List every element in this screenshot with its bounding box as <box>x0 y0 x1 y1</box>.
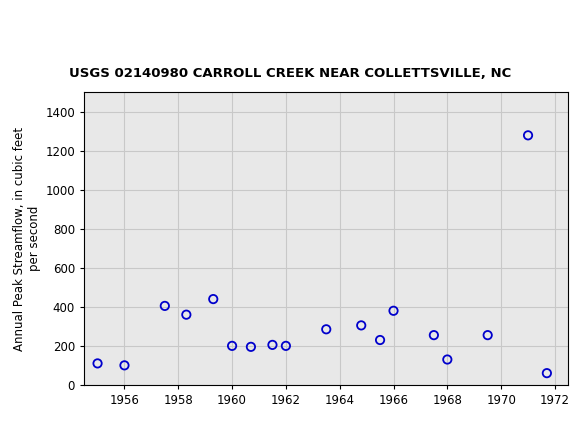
Point <box>160 302 169 309</box>
Point <box>246 344 256 350</box>
Text: ≈USGS: ≈USGS <box>9 10 74 28</box>
Point <box>321 326 331 333</box>
Point <box>182 311 191 318</box>
Point <box>268 341 277 348</box>
Point <box>227 342 237 349</box>
Point <box>209 296 218 303</box>
Point <box>389 307 398 314</box>
Point <box>93 360 102 367</box>
Point <box>443 356 452 363</box>
Point <box>375 337 385 344</box>
Point <box>429 332 438 338</box>
Point <box>357 322 366 329</box>
Point <box>523 132 532 139</box>
Point <box>281 342 291 349</box>
Point <box>483 332 492 338</box>
Point <box>120 362 129 369</box>
Text: USGS 02140980 CARROLL CREEK NEAR COLLETTSVILLE, NC: USGS 02140980 CARROLL CREEK NEAR COLLETT… <box>69 67 511 80</box>
Y-axis label: Annual Peak Streamflow, in cubic feet
per second: Annual Peak Streamflow, in cubic feet pe… <box>13 126 41 351</box>
Point <box>542 370 552 377</box>
